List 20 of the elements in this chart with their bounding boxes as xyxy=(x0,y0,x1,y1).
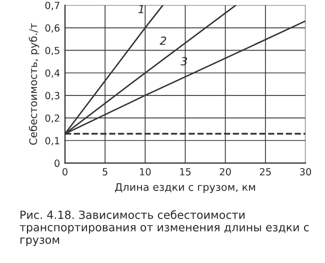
y-tick-label: 0,4 xyxy=(45,69,60,78)
x-tick-label: 30 xyxy=(300,168,312,176)
y-tick-label: 0,3 xyxy=(45,92,60,100)
series-label: 2 xyxy=(160,36,166,45)
text: Рис. 4.18. Зависимость себестоимости транспортирования от изменения длины ездки с грузом xyxy=(20,210,309,246)
x-tick-label: 0 xyxy=(62,168,68,176)
y-axis-title: Себестоимость, руб./т xyxy=(28,23,40,145)
y-tick-label: 0,6 xyxy=(45,24,60,33)
y-tick-label: 0,1 xyxy=(45,136,60,146)
x-axis-title: Длина ездки с грузом, км xyxy=(115,183,256,193)
x-tick-label: 10 xyxy=(140,168,151,176)
y-tick-label: 0 xyxy=(54,160,60,167)
x-tick-label: 25 xyxy=(260,168,271,176)
y-tick-label: 0,7 xyxy=(45,2,60,10)
y-tick-label: 0,5 xyxy=(45,46,60,56)
y-tick-label: 0,2 xyxy=(45,114,60,123)
x-tick-label: 20 xyxy=(220,168,231,176)
x-tick-label: 5 xyxy=(102,168,108,176)
series-label: 1 xyxy=(138,5,144,14)
x-tick-label: 15 xyxy=(180,168,191,176)
